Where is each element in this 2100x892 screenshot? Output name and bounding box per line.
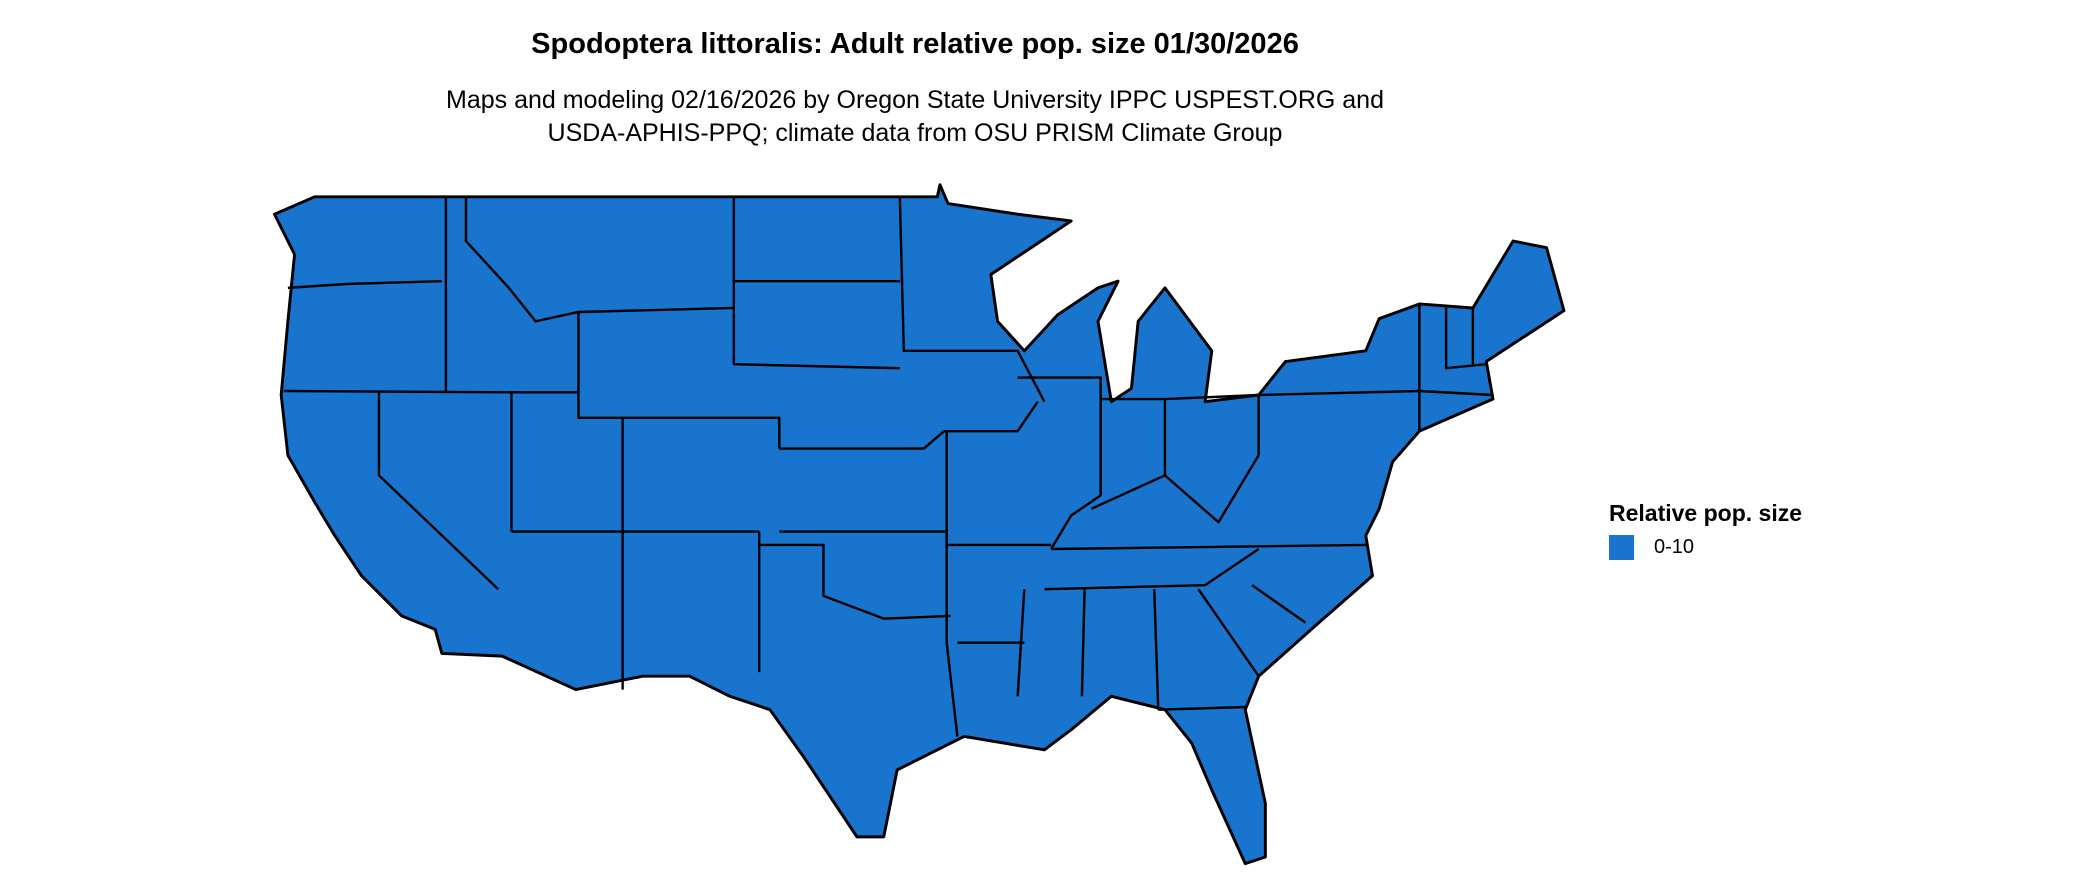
subtitle-line-1: Maps and modeling 02/16/2026 by Oregon S… — [446, 86, 1384, 114]
state-borders — [283, 196, 1494, 737]
legend-swatch — [1609, 535, 1634, 560]
legend-item: 0-10 — [1609, 535, 1802, 560]
us-outline — [273, 183, 1566, 866]
subtitle-line-2: USDA-APHIS-PPQ; climate data from OSU PR… — [547, 119, 1283, 147]
legend: Relative pop. size 0-10 — [1609, 500, 1802, 560]
legend-label: 0-10 — [1654, 536, 1695, 558]
map-subtitle: Maps and modeling 02/16/2026 by Oregon S… — [0, 84, 1830, 150]
map-title: Spodoptera littoralis: Adult relative po… — [531, 28, 1299, 60]
legend-title: Relative pop. size — [1609, 500, 1803, 526]
